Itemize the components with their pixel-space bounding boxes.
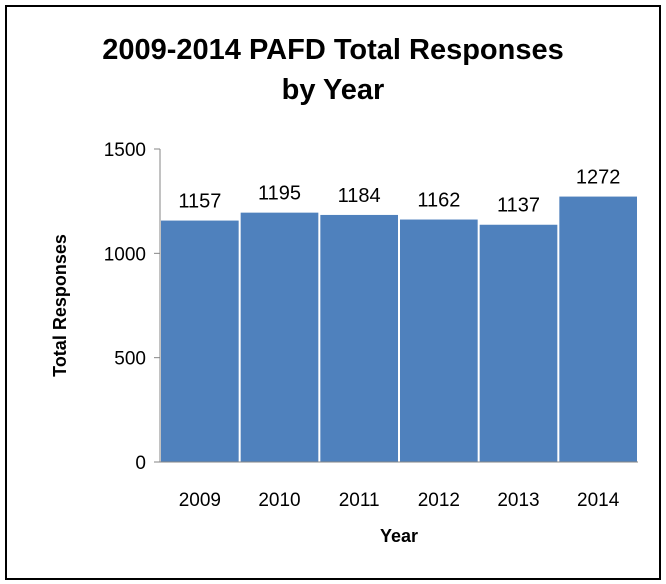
axes-group: 2009 2010 2011 2012 2013 2014 0 500 1000 1500 xyxy=(104,140,638,511)
x-tick-label-2011: 2011 xyxy=(339,490,380,511)
chart-title-line-1: 2009-2014 PAFD Total Responses xyxy=(102,34,564,66)
bar-2014 xyxy=(559,196,637,463)
bar-2012 xyxy=(400,219,478,462)
chart-title: 2009-2014 PAFD Total Responses by Year xyxy=(0,30,666,110)
data-label-2010: 1195 xyxy=(258,183,301,205)
y-tick-label-0: 0 xyxy=(135,453,146,474)
bar-2010 xyxy=(240,212,319,462)
bar-2009 xyxy=(161,220,239,462)
data-label-2012: 1162 xyxy=(417,190,460,212)
x-tick-label-2013: 2013 xyxy=(497,490,539,511)
bars-group xyxy=(161,196,637,463)
x-tick-label-2010: 2010 xyxy=(258,490,300,511)
y-tick-label-1000: 1000 xyxy=(104,244,146,265)
data-label-2013: 1137 xyxy=(497,195,540,217)
data-label-2011: 1184 xyxy=(338,185,381,207)
x-axis-title: Year xyxy=(380,526,418,546)
y-axis-title: Total Responses xyxy=(50,234,70,377)
y-tick-label-500: 500 xyxy=(114,349,146,370)
bar-2013 xyxy=(479,224,558,462)
data-labels-group: 1157 1195 1184 1162 1137 1272 xyxy=(178,167,620,217)
x-tick-label-2014: 2014 xyxy=(577,490,620,511)
y-tick-label-1500: 1500 xyxy=(104,140,146,161)
data-label-2009: 1157 xyxy=(178,191,221,213)
data-label-2014: 1272 xyxy=(576,167,621,189)
x-tick-label-2009: 2009 xyxy=(179,490,221,511)
x-tick-label-2012: 2012 xyxy=(418,490,460,511)
bar-2011 xyxy=(320,214,398,462)
chart-title-line-2: by Year xyxy=(281,74,385,106)
